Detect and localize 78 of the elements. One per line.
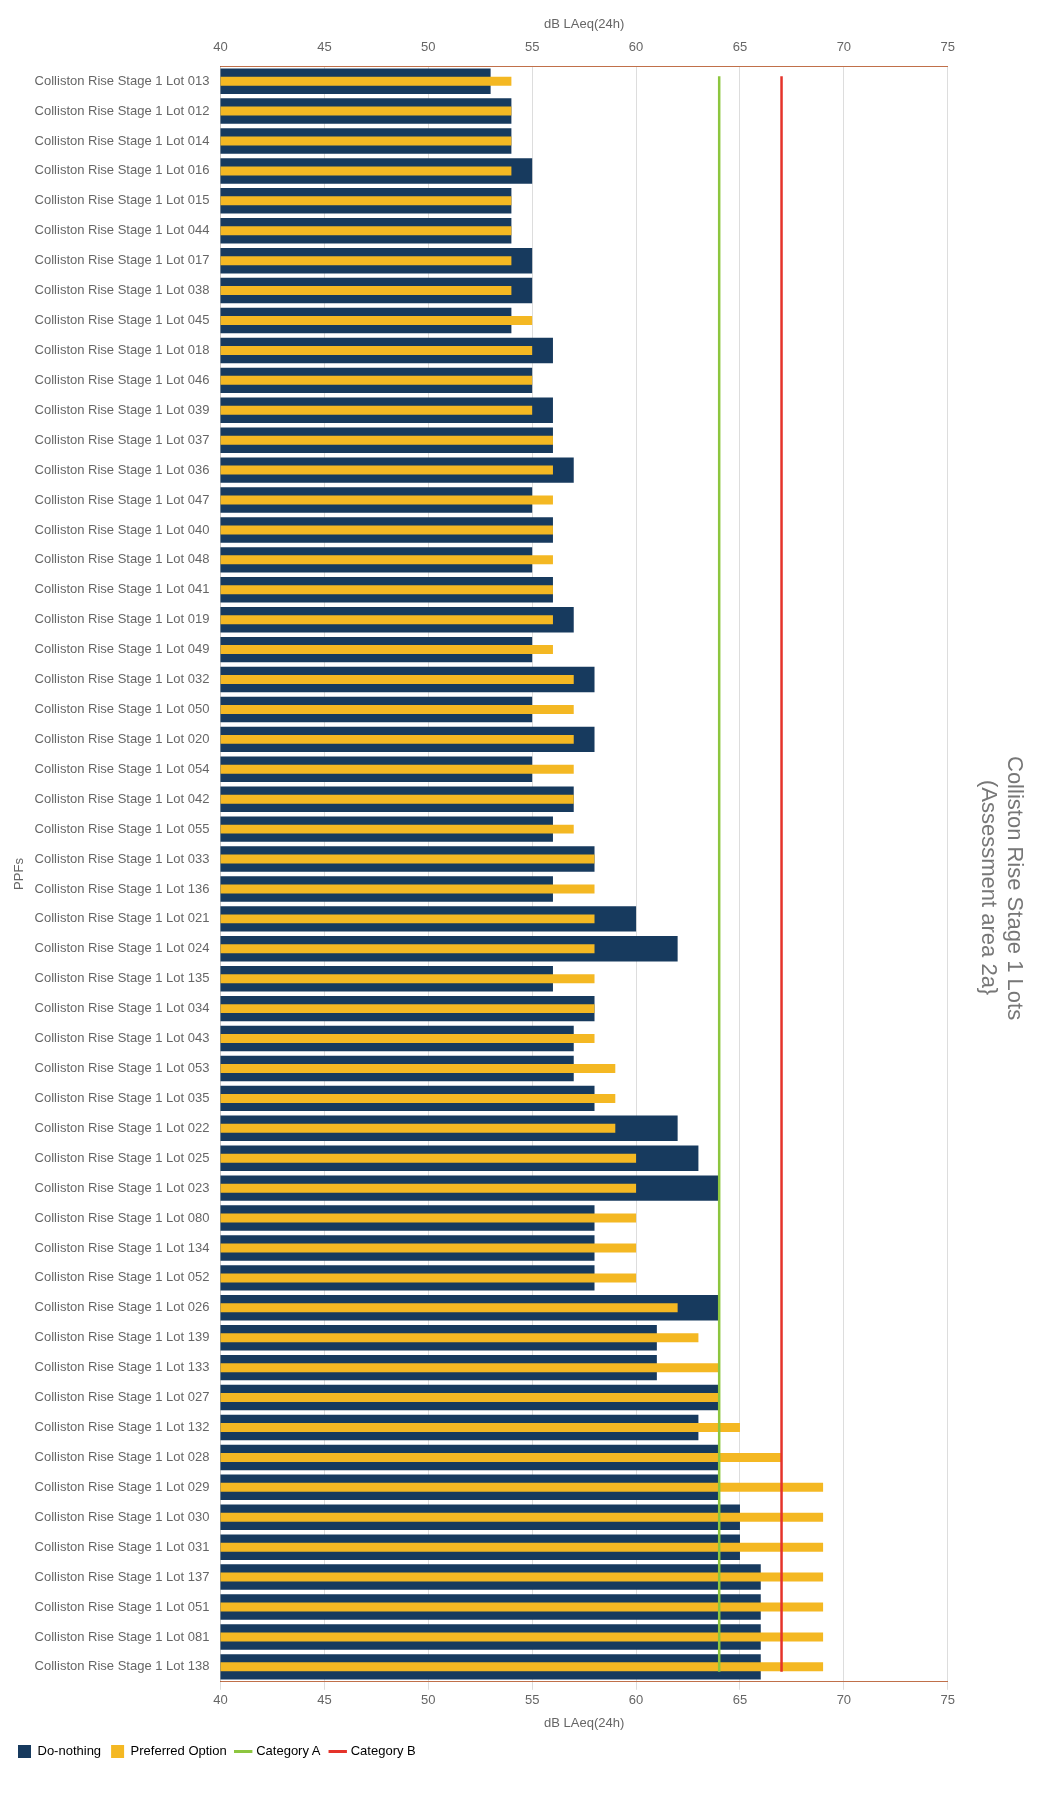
y-tick-label: Colliston Rise Stage 1 Lot 025 [34, 1149, 210, 1165]
x-tick-label: 75 [940, 38, 955, 54]
x-axis-title: dB LAeq(24h) [544, 1714, 625, 1730]
x-tick-label: 40 [213, 38, 228, 54]
legend-label: Preferred Option [130, 1743, 227, 1759]
y-tick-label: Colliston Rise Stage 1 Lot 031 [34, 1538, 210, 1554]
x2-tick-label: 45 [317, 1692, 332, 1708]
y-tick-label: Colliston Rise Stage 1 Lot 050 [34, 701, 210, 717]
y-tick-label: Colliston Rise Stage 1 Lot 019 [34, 611, 210, 627]
y-tick-label: Colliston Rise Stage 1 Lot 054 [34, 760, 210, 776]
y-tick-label: Colliston Rise Stage 1 Lot 081 [34, 1628, 210, 1644]
y-tick-label: Colliston Rise Stage 1 Lot 135 [34, 970, 210, 986]
x2-tick-label: 55 [524, 1692, 540, 1708]
y-tick-label: Colliston Rise Stage 1 Lot 034 [34, 1000, 210, 1016]
y-tick-label: Colliston Rise Stage 1 Lot 029 [34, 1478, 210, 1494]
x-tick-label: 60 [628, 38, 644, 54]
y-tick-label: Colliston Rise Stage 1 Lot 048 [34, 551, 210, 567]
y-tick-label: Colliston Rise Stage 1 Lot 015 [34, 192, 210, 208]
x2-tick-label: 50 [421, 1692, 436, 1708]
y-tick-label: Colliston Rise Stage 1 Lot 055 [34, 820, 210, 836]
y-tick-label: Colliston Rise Stage 1 Lot 016 [34, 162, 210, 178]
y-tick-label: Colliston Rise Stage 1 Lot 014 [34, 132, 210, 148]
text: Colliston Rise Stage 1 Lots (Assessment area 2a} [976, 755, 1028, 1021]
y-tick-label: Colliston Rise Stage 1 Lot 137 [34, 1568, 210, 1584]
x-tick-label: 45 [317, 38, 332, 54]
y-tick-label: Colliston Rise Stage 1 Lot 046 [34, 371, 210, 387]
y-tick-label: Colliston Rise Stage 1 Lot 045 [34, 312, 210, 328]
y-tick-label: Colliston Rise Stage 1 Lot 053 [34, 1060, 210, 1076]
y-tick-label: Colliston Rise Stage 1 Lot 049 [34, 641, 210, 657]
y-tick-label: Colliston Rise Stage 1 Lot 035 [34, 1089, 210, 1105]
x-tick-label: 65 [732, 38, 748, 54]
y-tick-label: Colliston Rise Stage 1 Lot 134 [34, 1239, 210, 1255]
y-tick-label: Colliston Rise Stage 1 Lot 133 [34, 1359, 210, 1375]
y-tick-label: Colliston Rise Stage 1 Lot 139 [34, 1329, 210, 1345]
legend-label: Category A [256, 1743, 321, 1759]
y-tick-label: Colliston Rise Stage 1 Lot 047 [34, 491, 210, 507]
x-tick-label: 70 [836, 38, 852, 54]
y-tick-label: Colliston Rise Stage 1 Lot 012 [34, 102, 210, 118]
y-tick-label: Colliston Rise Stage 1 Lot 032 [34, 671, 210, 687]
y-tick-label: Colliston Rise Stage 1 Lot 033 [34, 850, 210, 866]
y-tick-label: Colliston Rise Stage 1 Lot 017 [34, 252, 210, 268]
y-tick-label: Colliston Rise Stage 1 Lot 044 [34, 222, 210, 238]
y-tick-label: Colliston Rise Stage 1 Lot 043 [34, 1030, 210, 1046]
x2-tick-label: 70 [836, 1692, 852, 1708]
y-tick-label: Colliston Rise Stage 1 Lot 023 [34, 1179, 210, 1195]
y-tick-label: Colliston Rise Stage 1 Lot 080 [34, 1209, 210, 1225]
y-tick-label: Colliston Rise Stage 1 Lot 136 [34, 880, 210, 896]
legend-label: Category B [350, 1743, 416, 1759]
x2-axis-title: dB LAeq(24h) [544, 16, 625, 32]
y-tick-label: Colliston Rise Stage 1 Lot 038 [34, 282, 210, 298]
y-tick-label: Colliston Rise Stage 1 Lot 041 [34, 581, 210, 597]
y-tick-label: Colliston Rise Stage 1 Lot 037 [34, 431, 210, 447]
y-tick-label: Colliston Rise Stage 1 Lot 051 [34, 1598, 210, 1614]
y-tick-label: Colliston Rise Stage 1 Lot 040 [34, 521, 210, 537]
y-tick-label: Colliston Rise Stage 1 Lot 020 [34, 730, 210, 746]
y-axis-title: PPFs [11, 857, 27, 890]
y-tick-label: Colliston Rise Stage 1 Lot 018 [34, 342, 210, 357]
y-tick-label: Colliston Rise Stage 1 Lot 028 [34, 1448, 210, 1464]
y-tick-label: Colliston Rise Stage 1 Lot 036 [34, 461, 210, 477]
y-tick-label: Colliston Rise Stage 1 Lot 138 [34, 1658, 210, 1674]
legend-label: Do-nothing [37, 1743, 102, 1759]
y-tick-label: Colliston Rise Stage 1 Lot 042 [34, 790, 210, 806]
y-tick-label: Colliston Rise Stage 1 Lot 026 [34, 1299, 210, 1315]
x2-tick-label: 65 [732, 1692, 748, 1708]
y-tick-label: Colliston Rise Stage 1 Lot 013 [34, 72, 210, 88]
y-tick-label: Colliston Rise Stage 1 Lot 027 [34, 1389, 210, 1405]
y-tick-label: Colliston Rise Stage 1 Lot 132 [34, 1419, 210, 1435]
y-tick-label: Colliston Rise Stage 1 Lot 052 [34, 1269, 210, 1285]
y-tick-label: Colliston Rise Stage 1 Lot 024 [34, 940, 210, 956]
x2-tick-label: 40 [213, 1692, 228, 1708]
x-tick-label: 50 [421, 38, 436, 54]
y-tick-label: Colliston Rise Stage 1 Lot 022 [34, 1119, 210, 1135]
y-tick-label: Colliston Rise Stage 1 Lot 039 [34, 401, 210, 417]
y-tick-label: Colliston Rise Stage 1 Lot 030 [34, 1508, 210, 1524]
x-tick-label: 55 [524, 38, 540, 54]
x2-tick-label: 60 [628, 1692, 644, 1708]
y-tick-label: Colliston Rise Stage 1 Lot 021 [34, 910, 210, 926]
x2-tick-label: 75 [940, 1692, 955, 1708]
